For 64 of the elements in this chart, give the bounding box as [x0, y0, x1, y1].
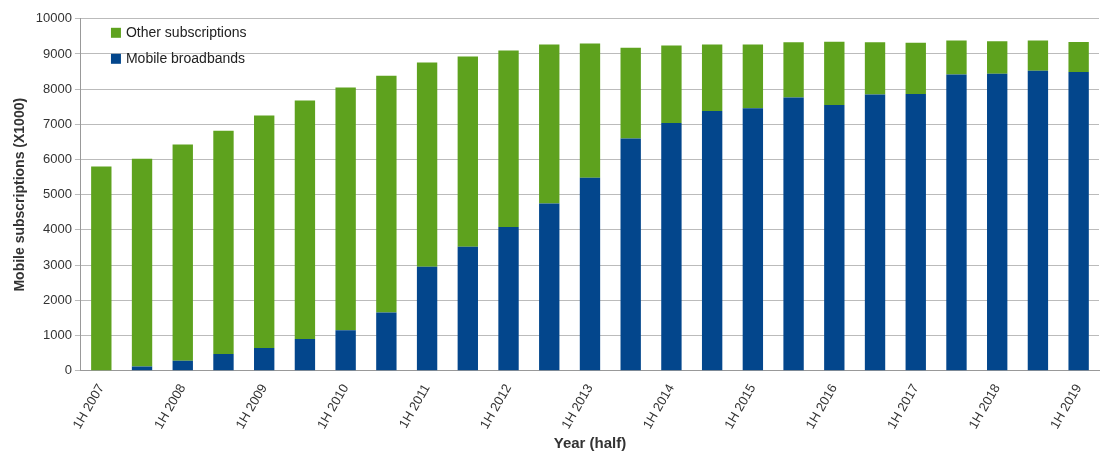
bar: [172, 144, 193, 361]
bar: [864, 42, 886, 95]
bar: [579, 177, 601, 371]
bar: [905, 42, 926, 95]
bar: [498, 50, 519, 228]
y-tick-label: 6000: [43, 151, 72, 167]
bar: [620, 47, 641, 139]
bar: [539, 203, 560, 371]
y-tick-label: 3000: [43, 256, 72, 272]
bar: [579, 43, 601, 178]
bar: [335, 330, 356, 371]
bar: [905, 94, 926, 371]
bar: [254, 115, 275, 349]
y-tick-label: 9000: [43, 45, 72, 61]
bar: [213, 130, 234, 355]
x-axis-title: Year (half): [553, 434, 627, 452]
bar: [416, 266, 438, 371]
bar: [539, 44, 560, 204]
bar: [91, 166, 112, 371]
bar: [783, 97, 804, 371]
bar: [1027, 70, 1049, 371]
y-tick-label: 5000: [43, 186, 72, 202]
y-tick-label: 1000: [43, 327, 72, 343]
bar: [457, 246, 478, 371]
bar: [824, 41, 845, 105]
bar: [294, 100, 316, 339]
y-tick-label: 7000: [43, 115, 72, 131]
bar: [376, 312, 397, 371]
bar: [783, 42, 804, 98]
bar: [294, 338, 316, 371]
bar: [701, 110, 723, 371]
bar: [824, 105, 845, 371]
bar: [701, 44, 723, 111]
bar: [457, 56, 478, 247]
bar: [172, 360, 193, 371]
bar: [1027, 40, 1049, 71]
legend-label: Other subscriptions: [125, 23, 247, 40]
bar: [254, 348, 275, 371]
bar: [620, 138, 641, 371]
y-tick-label: 0: [64, 362, 72, 378]
bar: [131, 366, 153, 371]
legend-label: Mobile broadbands: [125, 49, 246, 66]
bar: [498, 227, 519, 371]
bar: [742, 44, 764, 109]
bar: [335, 87, 356, 331]
bar: [661, 122, 682, 371]
bar: [131, 158, 153, 367]
y-tick-label: 8000: [43, 80, 72, 96]
bar: [376, 75, 397, 313]
bar: [987, 41, 1008, 74]
bar: [987, 73, 1008, 371]
bar: [946, 74, 967, 371]
y-tick-label: 10000: [35, 10, 72, 26]
bar: [946, 40, 967, 75]
bar: [213, 354, 234, 371]
bar: [742, 108, 764, 371]
bar: [661, 45, 682, 123]
bar: [864, 94, 886, 371]
y-axis-title: Mobile subscriptions (X1000): [11, 97, 28, 292]
bar: [416, 62, 438, 267]
y-tick-label: 2000: [43, 291, 72, 307]
y-tick-label: 4000: [43, 221, 72, 237]
bar: [1068, 71, 1089, 371]
bar: [1068, 42, 1089, 72]
